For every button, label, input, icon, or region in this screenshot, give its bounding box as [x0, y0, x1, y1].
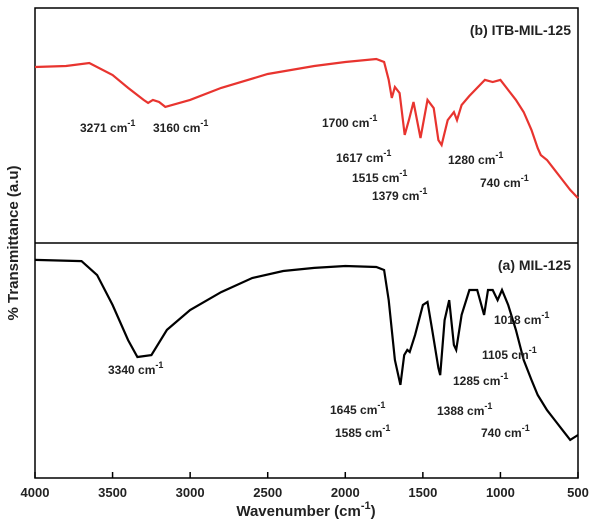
y-axis-label: % Transmittance (a.u) [5, 165, 22, 320]
x-tick-label: 3500 [98, 485, 127, 500]
x-tick-label: 2500 [253, 485, 282, 500]
label-text: 740 cm [481, 426, 522, 440]
label-text: 1285 cm [453, 374, 500, 388]
panel-title: (a) MIL-125 [498, 257, 571, 273]
x-axis-label-end: ) [371, 503, 376, 519]
label: 740 cm-1 [480, 173, 529, 190]
x-tick-label: 4000 [21, 485, 50, 500]
label: 1388 cm-1 [437, 401, 492, 418]
label: 1617 cm-1 [336, 148, 391, 165]
label: 3160 cm-1 [153, 118, 208, 135]
x-tick-label: 500 [567, 485, 589, 500]
label-sup: -1 [495, 150, 503, 160]
label-sup: -1 [127, 118, 135, 128]
label-sup: -1 [383, 148, 391, 158]
x-tick-label: 2000 [331, 485, 360, 500]
panel-title: (b) ITB-MIL-125 [470, 22, 571, 38]
label-sup: -1 [484, 401, 492, 411]
label-text: 3271 cm [80, 121, 127, 135]
label: 3271 cm-1 [80, 118, 135, 135]
label-text: 3160 cm [153, 121, 200, 135]
label-sup: -1 [377, 400, 385, 410]
x-axis-label: Wavenumber (cm-1) [236, 500, 375, 519]
x-axis-label-sup: -1 [361, 500, 371, 512]
label-sup: -1 [541, 310, 549, 320]
label-sup: -1 [522, 423, 530, 433]
x-tick-label: 1500 [408, 485, 437, 500]
label: 1285 cm-1 [453, 371, 508, 388]
label: 740 cm-1 [481, 423, 530, 440]
label-sup: -1 [155, 360, 163, 370]
label: 1105 cm-1 [482, 345, 537, 362]
label: 1280 cm-1 [448, 150, 503, 167]
label-sup: -1 [200, 118, 208, 128]
label-text: 1585 cm [335, 426, 382, 440]
label-sup: -1 [382, 423, 390, 433]
label: 1379 cm-1 [372, 186, 427, 203]
label-text: 740 cm [480, 176, 521, 190]
label: 1645 cm-1 [330, 400, 385, 417]
label-sup: -1 [399, 168, 407, 178]
label: 1515 cm-1 [352, 168, 407, 185]
label-sup: -1 [500, 371, 508, 381]
label-text: 1105 cm [482, 348, 529, 362]
spectrum-line [34, 57, 579, 199]
x-tick-label: 3000 [176, 485, 205, 500]
label-sup: -1 [521, 173, 529, 183]
label-text: 1018 cm [494, 313, 541, 327]
label: 1018 cm-1 [494, 310, 549, 327]
label: 1700 cm-1 [322, 113, 377, 130]
label: 3340 cm-1 [108, 360, 163, 377]
label-sup: -1 [369, 113, 377, 123]
label-text: 1645 cm [330, 403, 377, 417]
label-text: 1280 cm [448, 153, 495, 167]
label-sup: -1 [419, 186, 427, 196]
label-text: 1617 cm [336, 151, 383, 165]
x-tick-label: 1000 [486, 485, 515, 500]
label-text: 3340 cm [108, 363, 155, 377]
label-text: 1700 cm [322, 116, 369, 130]
label-sup: -1 [529, 345, 537, 355]
label: 1585 cm-1 [335, 423, 390, 440]
spectrum-line [34, 258, 579, 442]
label-text: 1515 cm [352, 171, 399, 185]
label-text: 1388 cm [437, 404, 484, 418]
x-axis-label-text: Wavenumber (cm [236, 503, 360, 519]
label-text: 1379 cm [372, 189, 419, 203]
